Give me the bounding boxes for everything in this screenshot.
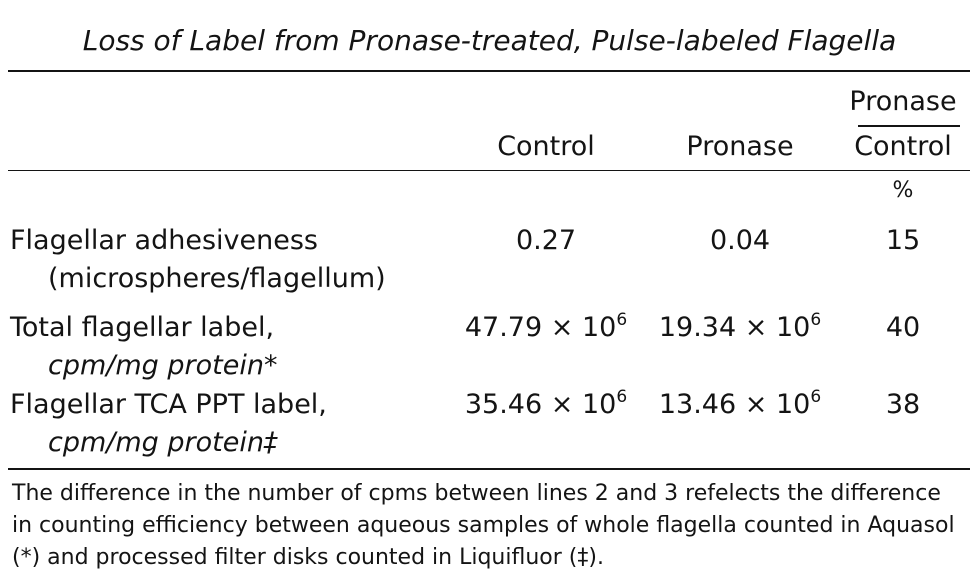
cell-pronase-tca-label: 13.46 × 106 — [658, 387, 822, 420]
ratio-header-numerator: Pronase — [849, 86, 957, 117]
row-label-tca-label: Flagellar TCA PPT label, — [10, 389, 327, 420]
row-sublabel-total-label: cpm/mg protein* — [48, 350, 278, 381]
table-footnote: The difference in the number of cpms bet… — [12, 481, 955, 570]
cell-ratio-total-label: 40 — [885, 312, 921, 343]
control-column-header: Control — [497, 131, 595, 162]
cell-pronase-adhesiveness: 0.04 — [709, 225, 771, 256]
cell-ratio-adhesiveness: 15 — [885, 225, 921, 256]
header-rule — [8, 170, 970, 171]
row-sublabel-adhesiveness: (microspheres/flagellum) — [48, 263, 386, 294]
ratio-unit: % — [892, 178, 914, 203]
ratio-header-denominator: Control — [854, 131, 952, 162]
ratio-fraction-bar — [858, 125, 960, 127]
cell-control-total-label: 47.79 × 106 — [464, 310, 628, 343]
row-sublabel-tca-label: cpm/mg protein‡ — [48, 427, 278, 458]
cell-control-tca-label: 35.46 × 106 — [464, 387, 628, 420]
top-rule — [8, 70, 970, 72]
bottom-rule — [8, 468, 970, 470]
pronase-column-header: Pronase — [686, 131, 794, 162]
row-label-total-label: Total flagellar label, — [10, 312, 275, 343]
row-label-adhesiveness: Flagellar adhesiveness — [10, 225, 318, 256]
table-title: Loss of Label from Pronase-treated, Puls… — [82, 24, 897, 57]
cell-control-adhesiveness: 0.27 — [515, 225, 577, 256]
cell-pronase-total-label: 19.34 × 106 — [658, 310, 822, 343]
cell-ratio-tca-label: 38 — [885, 389, 921, 420]
